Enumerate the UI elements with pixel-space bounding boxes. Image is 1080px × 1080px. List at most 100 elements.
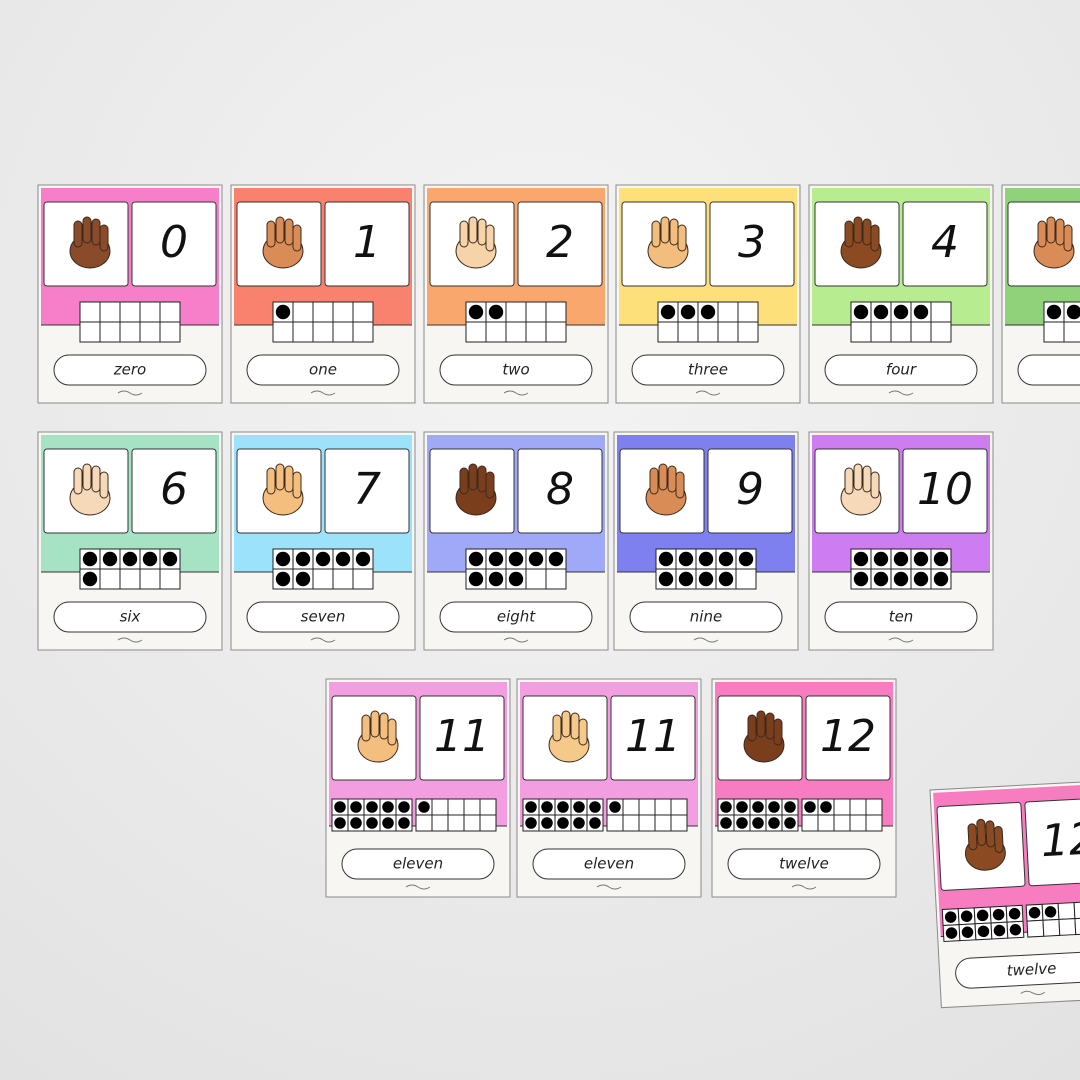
frame-cell <box>99 321 121 343</box>
squiggle <box>1020 990 1046 996</box>
hand-finger <box>675 471 685 499</box>
hand-finger <box>284 465 294 493</box>
hand-finger <box>773 718 783 746</box>
number-card: 2 two <box>423 184 609 404</box>
number-card: 8 eight <box>423 431 609 651</box>
frame-cell <box>431 814 449 832</box>
frame-cell <box>312 568 334 590</box>
frame-cell <box>447 814 465 832</box>
number-word: four <box>886 361 917 379</box>
counter-dot <box>698 571 714 587</box>
numeral-box <box>419 695 505 781</box>
numeral-box <box>902 201 988 287</box>
number-word: twelve <box>779 855 829 873</box>
frame-cell <box>139 568 161 590</box>
frame-cell <box>865 814 883 832</box>
hand-finger <box>853 463 863 491</box>
counter-dot <box>295 551 311 567</box>
counter-dot <box>913 304 929 320</box>
frame-cell <box>1042 918 1061 937</box>
squiggle <box>791 884 817 890</box>
counter-dot <box>804 801 816 813</box>
frame-cell <box>622 798 640 816</box>
numeral: 8 <box>546 464 574 515</box>
counter-dot <box>933 551 949 567</box>
frame-cell <box>930 301 952 323</box>
counter-dot <box>102 551 118 567</box>
number-word: one <box>309 361 337 379</box>
counter-dot <box>122 551 138 567</box>
numeral: 11 <box>434 711 490 762</box>
counter-dot <box>541 817 553 829</box>
frame-cell <box>431 798 449 816</box>
frame-cell <box>850 321 872 343</box>
counter-dot <box>893 304 909 320</box>
counter-dot <box>275 304 291 320</box>
frame-cell <box>415 814 433 832</box>
number-card: 3 three <box>615 184 801 404</box>
hand-finger <box>552 714 562 742</box>
hand-finger <box>485 224 495 252</box>
hand-finger <box>275 216 285 244</box>
number-card: 0 zero <box>37 184 223 404</box>
squiggle <box>888 637 914 643</box>
counter-dot <box>993 924 1006 937</box>
counter-dot <box>275 571 291 587</box>
counter-dot <box>698 551 714 567</box>
frame-cell <box>865 798 883 816</box>
hand-finger <box>459 220 469 248</box>
hand-finger <box>844 467 854 495</box>
counter-dot <box>142 551 158 567</box>
counter-dot <box>162 551 178 567</box>
word-pill <box>53 354 207 386</box>
frame-cell <box>465 321 487 343</box>
hand-finger <box>756 710 766 738</box>
counter-dot <box>720 817 732 829</box>
hand-finger <box>870 471 880 499</box>
counter-dot <box>366 801 378 813</box>
frame-cell <box>833 798 851 816</box>
hand-finger <box>82 463 92 491</box>
frame-cell <box>1063 321 1080 343</box>
frame-cell <box>159 568 181 590</box>
counter-dot <box>784 801 796 813</box>
frame-cell <box>1057 902 1076 920</box>
numeral: 6 <box>160 464 188 515</box>
number-word: three <box>688 361 728 379</box>
frame-cell <box>99 568 121 590</box>
frame-cell <box>332 321 354 343</box>
hand-finger <box>477 218 487 246</box>
squiggle <box>310 390 336 396</box>
numeral: 3 <box>738 217 766 268</box>
counter-dot <box>468 551 484 567</box>
number-word: eight <box>497 608 536 626</box>
word-pill <box>631 354 785 386</box>
frame-cell <box>272 321 294 343</box>
numeral: 4 <box>931 217 959 268</box>
counter-dot <box>295 571 311 587</box>
frame-cell <box>1026 919 1045 938</box>
counter-dot <box>334 817 346 829</box>
counter-dot <box>960 910 973 923</box>
numeral-box <box>610 695 696 781</box>
frame-cell <box>545 321 567 343</box>
word-pill <box>246 354 400 386</box>
hand-finger <box>976 818 987 846</box>
hand-finger <box>99 471 109 499</box>
numeral-box <box>707 448 793 534</box>
frame-cell <box>292 321 314 343</box>
counter-dot <box>1066 304 1080 320</box>
squiggle <box>503 637 529 643</box>
numeral-box <box>324 448 410 534</box>
number-word: ten <box>889 608 914 626</box>
hand-finger <box>379 712 389 740</box>
frame-cell <box>606 814 624 832</box>
counter-dot <box>738 551 754 567</box>
frame-cell <box>657 321 679 343</box>
frame-cell <box>99 301 121 323</box>
frame-cell <box>833 814 851 832</box>
counter-dot <box>350 817 362 829</box>
counter-dot <box>700 304 716 320</box>
counter-dot <box>1028 906 1041 919</box>
